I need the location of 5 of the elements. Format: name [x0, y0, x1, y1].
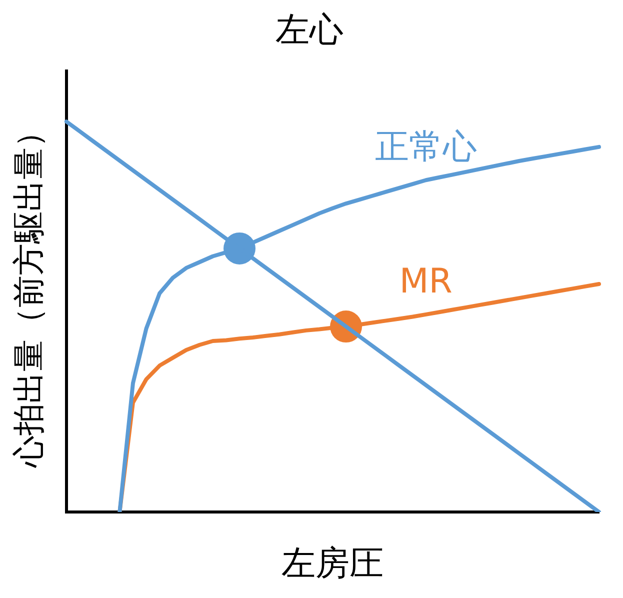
y-axis-title: 心拍出量（前方駆出量） — [10, 115, 48, 468]
series-label: MR — [399, 261, 452, 302]
chart-title: 左心 — [276, 10, 344, 50]
series-label: 正常心 — [374, 126, 477, 167]
x-axis-title: 左房圧 — [282, 543, 384, 584]
